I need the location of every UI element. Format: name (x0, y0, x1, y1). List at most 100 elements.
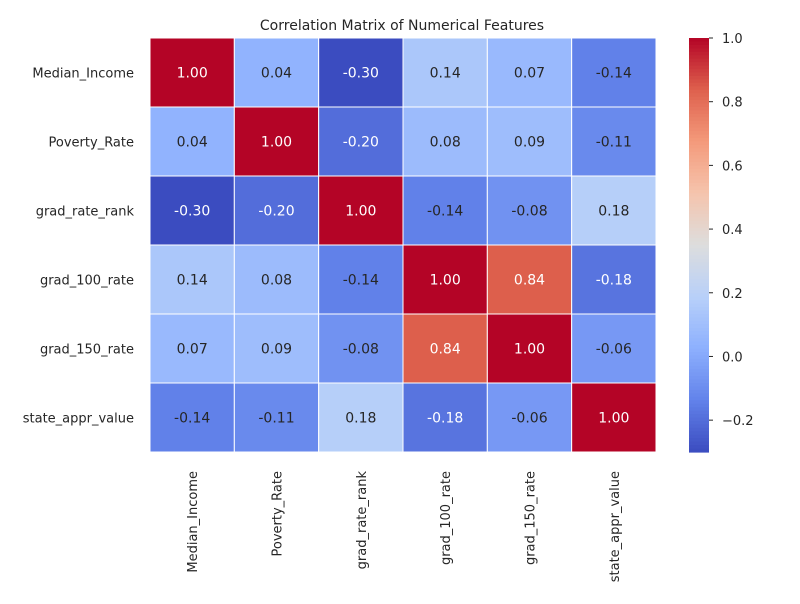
colorbar-segment (689, 317, 709, 322)
colorbar-segment (689, 179, 709, 184)
colorbar-segment (689, 41, 709, 46)
heatmap-cell-3-2 (318, 244, 404, 315)
colorbar-segment (689, 345, 709, 350)
heatmap-cell-0-0 (149, 37, 235, 108)
cell-annotation-4-4: 1.00 (514, 342, 545, 358)
colorbar-segment (689, 362, 709, 367)
row-label-5: state_appr_value (23, 412, 134, 427)
heatmap-cell-2-4 (486, 175, 573, 246)
heatmap-cell-2-3 (402, 175, 488, 246)
colorbar-segment (689, 348, 709, 353)
colorbar-segment (689, 431, 709, 436)
cell-annotation-5-0: -0.14 (174, 411, 210, 427)
colorbar-segment (689, 358, 709, 363)
cell-annotation-0-2: -0.30 (343, 66, 379, 82)
colorbar-segment (689, 407, 709, 412)
colorbar-segment (689, 307, 709, 312)
colorbar-segment (689, 338, 709, 343)
colorbar-segment (689, 341, 709, 346)
cell-annotation-3-4: 0.84 (514, 273, 545, 289)
colorbar-segment (689, 165, 709, 170)
colorbar-segment (689, 203, 709, 208)
colorbar-segment (689, 286, 709, 291)
cell-annotation-4-5: -0.06 (596, 342, 632, 358)
column-label-1: Poverty_Rate (271, 471, 286, 556)
heatmap-cell-2-5 (571, 175, 657, 246)
colorbar-segment (689, 282, 709, 287)
row-label-2: grad_rate_rank (36, 205, 135, 220)
colorbar-segment (689, 383, 709, 388)
heatmap-cell-5-5 (571, 382, 657, 453)
colorbar-segment (689, 155, 709, 160)
cell-annotation-4-2: -0.08 (343, 342, 379, 358)
colorbar-segment (689, 110, 709, 115)
heatmap-cell-0-1 (233, 37, 320, 108)
cell-annotation-0-5: -0.14 (596, 66, 632, 82)
cell-annotation-3-3: 1.00 (430, 273, 461, 289)
colorbar-segment (689, 331, 709, 336)
colorbar-segment (689, 138, 709, 143)
colorbar-segment (689, 420, 709, 425)
colorbar-segment (689, 327, 709, 332)
colorbar-tick-label-5: 0.0 (722, 350, 743, 365)
cell-annotation-0-4: 0.07 (514, 66, 545, 82)
colorbar-segment (689, 300, 709, 305)
colorbar-segment (689, 148, 709, 153)
colorbar-segment (689, 213, 709, 218)
colorbar-segment (689, 355, 709, 360)
colorbar-segment (689, 186, 709, 191)
row-label-4: grad_150_rate (40, 343, 134, 358)
colorbar-segment (689, 372, 709, 377)
cell-annotation-0-3: 0.14 (430, 66, 461, 82)
cell-annotation-5-5: 1.00 (598, 411, 629, 427)
colorbar-segment (689, 217, 709, 222)
colorbar-segment (689, 324, 709, 329)
colorbar-segment (689, 72, 709, 77)
colorbar-segment (689, 172, 709, 177)
cell-annotation-2-1: -0.20 (258, 204, 294, 220)
column-label-5: state_appr_value (608, 471, 623, 582)
cell-annotation-1-4: 0.09 (514, 135, 545, 151)
cell-annotation-4-1: 0.09 (261, 342, 292, 358)
colorbar-segment (689, 158, 709, 163)
colorbar-segment (689, 169, 709, 174)
cell-annotation-3-5: -0.18 (596, 273, 632, 289)
colorbar-segment (689, 96, 709, 101)
cell-annotation-5-2: 0.18 (345, 411, 376, 427)
cell-annotation-4-3: 0.84 (430, 342, 461, 358)
colorbar-segment (689, 403, 709, 408)
heatmap-cell-0-5 (571, 37, 657, 108)
colorbar-tick-label-3: 0.4 (722, 223, 743, 238)
heatmap-cell-3-4 (486, 244, 573, 315)
colorbar-tick-label-1: 0.8 (722, 96, 743, 111)
heatmap-cells: 1.00 0.04 -0.30 0.14 0.07 -0.14 0.04 1.00 -0.20 0… (149, 37, 657, 453)
colorbar-segment (689, 269, 709, 274)
cell-annotation-0-0: 1.00 (177, 66, 208, 82)
colorbar-segment (689, 396, 709, 401)
colorbar-segment (689, 200, 709, 205)
colorbar-segment (689, 86, 709, 91)
colorbar-segment (689, 417, 709, 422)
heatmap-cell-5-0 (149, 382, 235, 453)
colorbar-segment (689, 441, 709, 446)
colorbar-segment (689, 400, 709, 405)
heatmap-cell-4-0 (149, 313, 235, 384)
colorbar-segment (689, 334, 709, 339)
colorbar-segment (689, 279, 709, 284)
colorbar-tick-label-2: 0.6 (722, 159, 743, 174)
colorbar-segment (689, 389, 709, 394)
colorbar-segment (689, 265, 709, 270)
colorbar-segment (689, 224, 709, 229)
cell-annotation-3-1: 0.08 (261, 273, 292, 289)
colorbar-segment (689, 314, 709, 319)
colorbar-segment (689, 48, 709, 53)
colorbar-segment (689, 227, 709, 232)
colorbar-segment (689, 414, 709, 419)
colorbar-segment (689, 113, 709, 118)
colorbar-segment (689, 272, 709, 277)
cell-annotation-3-2: -0.14 (343, 273, 379, 289)
row-label-1: Poverty_Rate (49, 136, 134, 151)
heatmap-cell-5-3 (402, 382, 488, 453)
